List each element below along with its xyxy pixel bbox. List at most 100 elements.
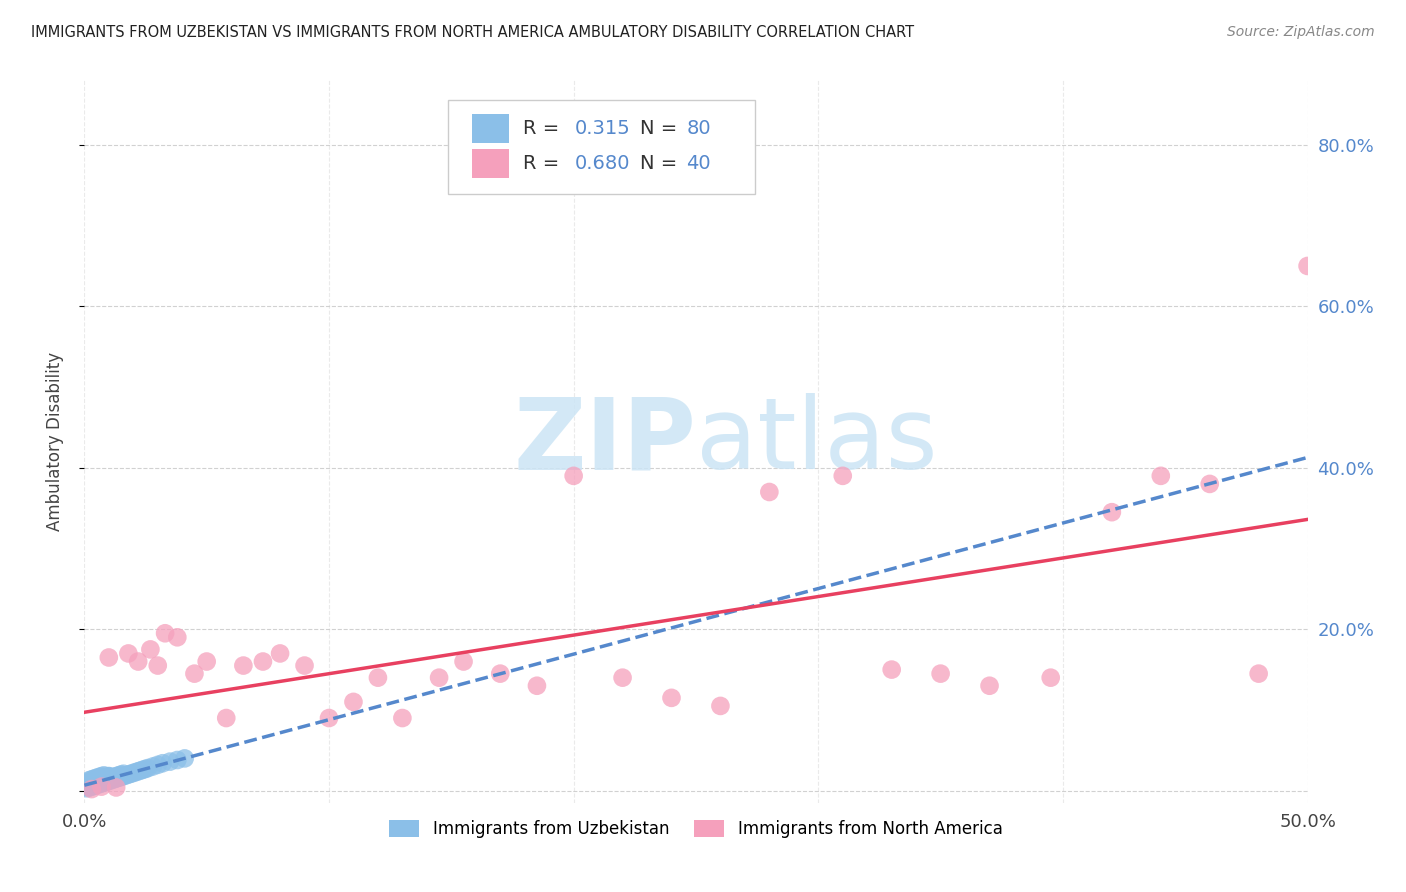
Point bbox=[661, 690, 683, 705]
Point bbox=[93, 771, 115, 785]
FancyBboxPatch shape bbox=[447, 100, 755, 194]
Point bbox=[979, 679, 1001, 693]
Point bbox=[80, 772, 103, 787]
Point bbox=[80, 778, 103, 792]
Point bbox=[77, 775, 100, 789]
Point bbox=[117, 767, 139, 781]
Point bbox=[80, 777, 103, 791]
Point bbox=[83, 776, 105, 790]
Point bbox=[831, 468, 853, 483]
Point bbox=[183, 666, 205, 681]
Point bbox=[80, 774, 103, 789]
Text: R =: R = bbox=[523, 153, 567, 173]
Point bbox=[105, 772, 128, 786]
Point bbox=[110, 767, 132, 781]
Point bbox=[1247, 666, 1270, 681]
Point bbox=[232, 658, 254, 673]
Point bbox=[90, 773, 112, 788]
Point bbox=[1101, 505, 1123, 519]
Point bbox=[83, 772, 105, 786]
Point bbox=[173, 751, 195, 765]
Point bbox=[562, 468, 585, 483]
Point bbox=[80, 782, 103, 797]
Point bbox=[86, 775, 108, 789]
Point bbox=[103, 772, 125, 787]
Point bbox=[427, 671, 450, 685]
Point bbox=[110, 770, 132, 784]
Point bbox=[77, 773, 100, 788]
Point bbox=[86, 771, 108, 785]
FancyBboxPatch shape bbox=[472, 114, 509, 143]
Point bbox=[195, 655, 218, 669]
Point bbox=[125, 765, 148, 780]
Point bbox=[146, 757, 169, 772]
Text: 0.680: 0.680 bbox=[575, 153, 630, 173]
Point bbox=[97, 772, 120, 786]
Point bbox=[83, 777, 105, 791]
Point bbox=[83, 774, 105, 789]
Text: 40: 40 bbox=[686, 153, 711, 173]
Point bbox=[90, 772, 112, 786]
Point bbox=[112, 766, 135, 780]
Point bbox=[96, 770, 118, 784]
Point bbox=[215, 711, 238, 725]
Point bbox=[129, 764, 152, 778]
Point bbox=[103, 770, 125, 784]
Point bbox=[489, 666, 512, 681]
Point bbox=[90, 780, 112, 794]
Point bbox=[152, 756, 174, 771]
Point bbox=[90, 776, 112, 790]
Point bbox=[86, 776, 108, 790]
Text: 80: 80 bbox=[686, 120, 711, 138]
Point bbox=[127, 655, 149, 669]
Point bbox=[269, 647, 291, 661]
Point bbox=[453, 655, 475, 669]
Point bbox=[159, 755, 181, 769]
Point bbox=[97, 769, 120, 783]
Point bbox=[100, 773, 122, 788]
Text: atlas: atlas bbox=[696, 393, 938, 490]
Point bbox=[76, 775, 98, 789]
Point bbox=[342, 695, 364, 709]
Point bbox=[97, 650, 120, 665]
Point bbox=[100, 771, 122, 785]
Point bbox=[294, 658, 316, 673]
Point bbox=[107, 768, 129, 782]
Point bbox=[127, 764, 149, 779]
Point bbox=[367, 671, 389, 685]
Point bbox=[120, 766, 142, 780]
Point bbox=[107, 771, 129, 785]
Point bbox=[709, 698, 731, 713]
Point bbox=[1198, 477, 1220, 491]
Point bbox=[77, 778, 100, 792]
Point bbox=[87, 775, 110, 789]
Text: ZIP: ZIP bbox=[513, 393, 696, 490]
Point bbox=[90, 774, 112, 789]
Point bbox=[80, 780, 103, 794]
Point bbox=[96, 772, 118, 786]
Point bbox=[97, 769, 120, 783]
Point bbox=[76, 780, 98, 794]
Point bbox=[117, 647, 139, 661]
Point bbox=[80, 776, 103, 790]
Point bbox=[153, 626, 176, 640]
Point bbox=[87, 774, 110, 789]
Point bbox=[391, 711, 413, 725]
Point bbox=[929, 666, 952, 681]
Point bbox=[93, 773, 115, 788]
Point bbox=[76, 777, 98, 791]
Point bbox=[105, 769, 128, 783]
Point bbox=[318, 711, 340, 725]
Point bbox=[86, 773, 108, 788]
Point bbox=[122, 766, 145, 780]
Text: Source: ZipAtlas.com: Source: ZipAtlas.com bbox=[1227, 25, 1375, 39]
Point bbox=[252, 655, 274, 669]
Point bbox=[105, 780, 128, 795]
Point bbox=[77, 780, 100, 795]
Point bbox=[87, 770, 110, 784]
Point bbox=[135, 762, 157, 776]
FancyBboxPatch shape bbox=[472, 149, 509, 178]
Point bbox=[86, 778, 108, 792]
Point bbox=[97, 774, 120, 789]
Point bbox=[112, 769, 135, 783]
